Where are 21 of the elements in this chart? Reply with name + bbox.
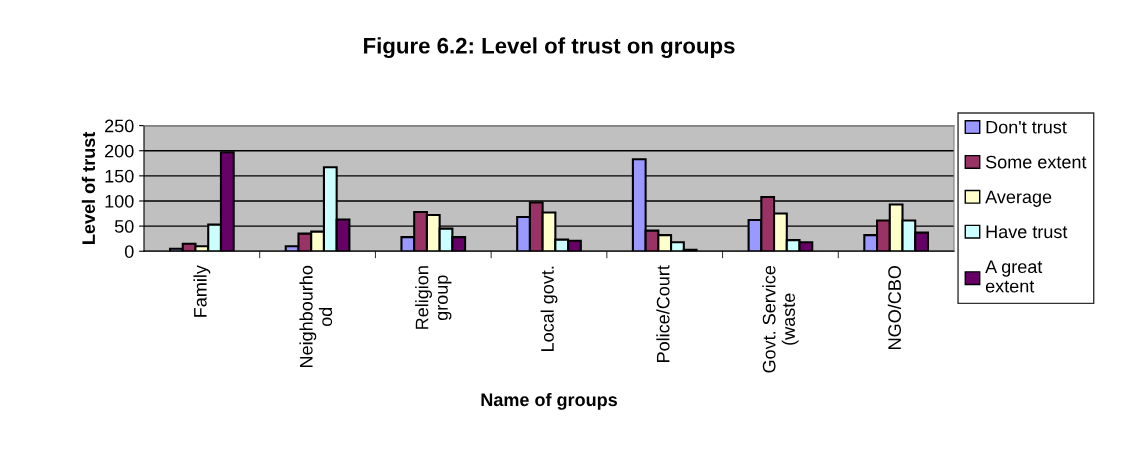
y-axis-title: Level of trust [81, 131, 96, 244]
legend-label: Some extent [985, 155, 1087, 169]
y-tick-label: 0 [124, 245, 134, 258]
x-axis-title: Name of groups [481, 392, 617, 410]
legend-label: Average [985, 190, 1052, 207]
y-tick-label: 150 [105, 169, 134, 183]
x-tick-label: Family [193, 265, 211, 317]
x-tick-label: Neighbourho od [299, 265, 333, 368]
x-tick-label: Religion group [415, 266, 452, 329]
y-tick-label: 250 [105, 119, 134, 133]
x-tick-label: Police/Court [656, 265, 670, 362]
x-tick-label: NGO/CBO [887, 265, 901, 349]
x-tick-label: Local govt. [540, 266, 558, 351]
y-tick-label: 50 [114, 220, 134, 233]
chart-title: Figure 6.2: Level of trust on groups [364, 37, 735, 59]
x-tick-label: Govt. Service (waste [762, 265, 799, 373]
legend-label: Have trust [986, 225, 1068, 239]
y-tick-label: 100 [105, 194, 134, 208]
legend-label: A great extent [985, 260, 1043, 293]
y-tick-label: 200 [105, 144, 134, 158]
legend-label: Don't trust [986, 120, 1067, 134]
